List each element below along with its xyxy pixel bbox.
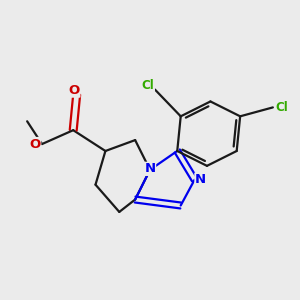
Text: Cl: Cl — [275, 101, 288, 114]
Text: Cl: Cl — [142, 79, 154, 92]
Text: O: O — [29, 138, 41, 151]
Text: N: N — [144, 162, 156, 175]
Text: N: N — [195, 173, 206, 186]
Text: O: O — [69, 84, 80, 97]
